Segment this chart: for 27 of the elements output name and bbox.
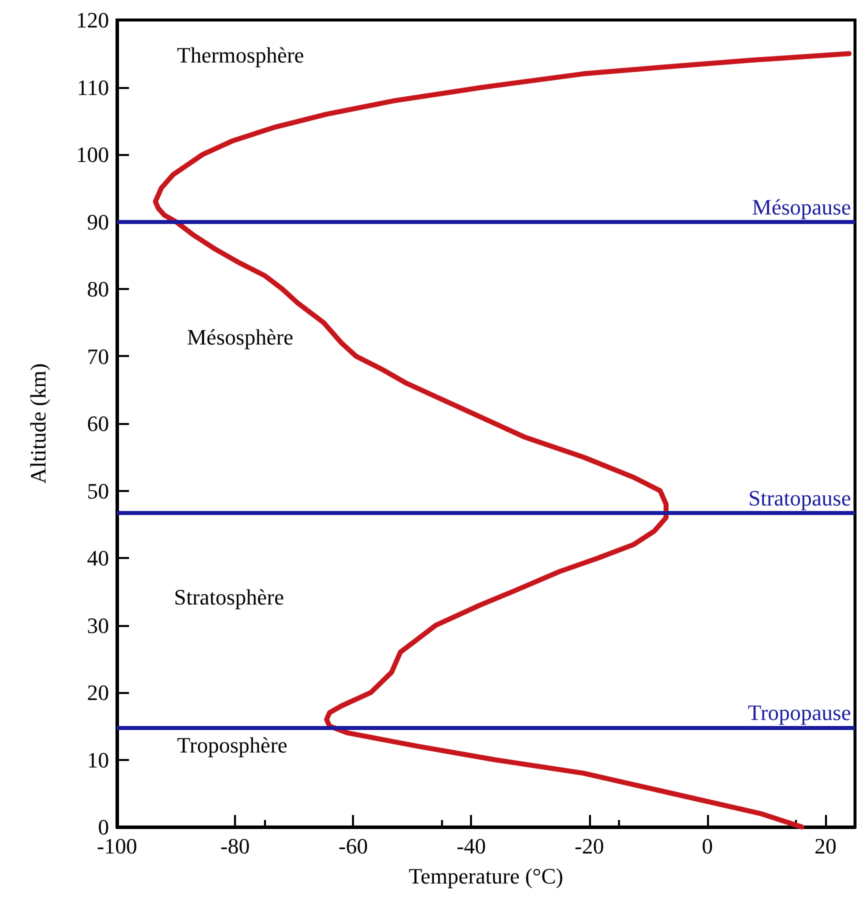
ref-line-label: Tropopause (748, 700, 851, 725)
y-axis-title: Altitude (km) (26, 363, 50, 484)
x-tick-label: 20 (814, 834, 836, 858)
annotation: Mésosphère (187, 324, 294, 350)
y-tick-label: 110 (76, 74, 109, 100)
y-tick-label: 10 (87, 747, 109, 772)
ref-line-label: Mésopause (752, 194, 851, 220)
annotation: Thermosphère (177, 42, 304, 68)
x-axis-title: Temperature (°C) (408, 864, 564, 888)
y-tick-label: 40 (87, 546, 109, 570)
y-tick-label: 80 (87, 276, 109, 302)
x-tick-label: 0 (702, 834, 713, 858)
x-tick-label: -20 (574, 834, 604, 858)
y-tick-label: 30 (87, 612, 109, 638)
y-tick-label: 90 (87, 209, 109, 234)
y-tick-label: 20 (87, 680, 109, 705)
y-tick-label: 60 (87, 411, 109, 436)
x-tick-label: -80 (220, 834, 250, 858)
y-tick-label: 120 (76, 8, 109, 32)
x-tick-label: -60 (338, 834, 368, 858)
ref-line-label: Stratopause (748, 485, 851, 510)
annotation: Troposphère (177, 732, 288, 758)
annotation: Stratosphère (174, 584, 284, 610)
x-tick-label: -40 (456, 834, 486, 858)
y-tick-label: 100 (76, 142, 109, 167)
y-tick-label: 70 (87, 344, 109, 369)
y-tick-label: 50 (87, 478, 109, 504)
